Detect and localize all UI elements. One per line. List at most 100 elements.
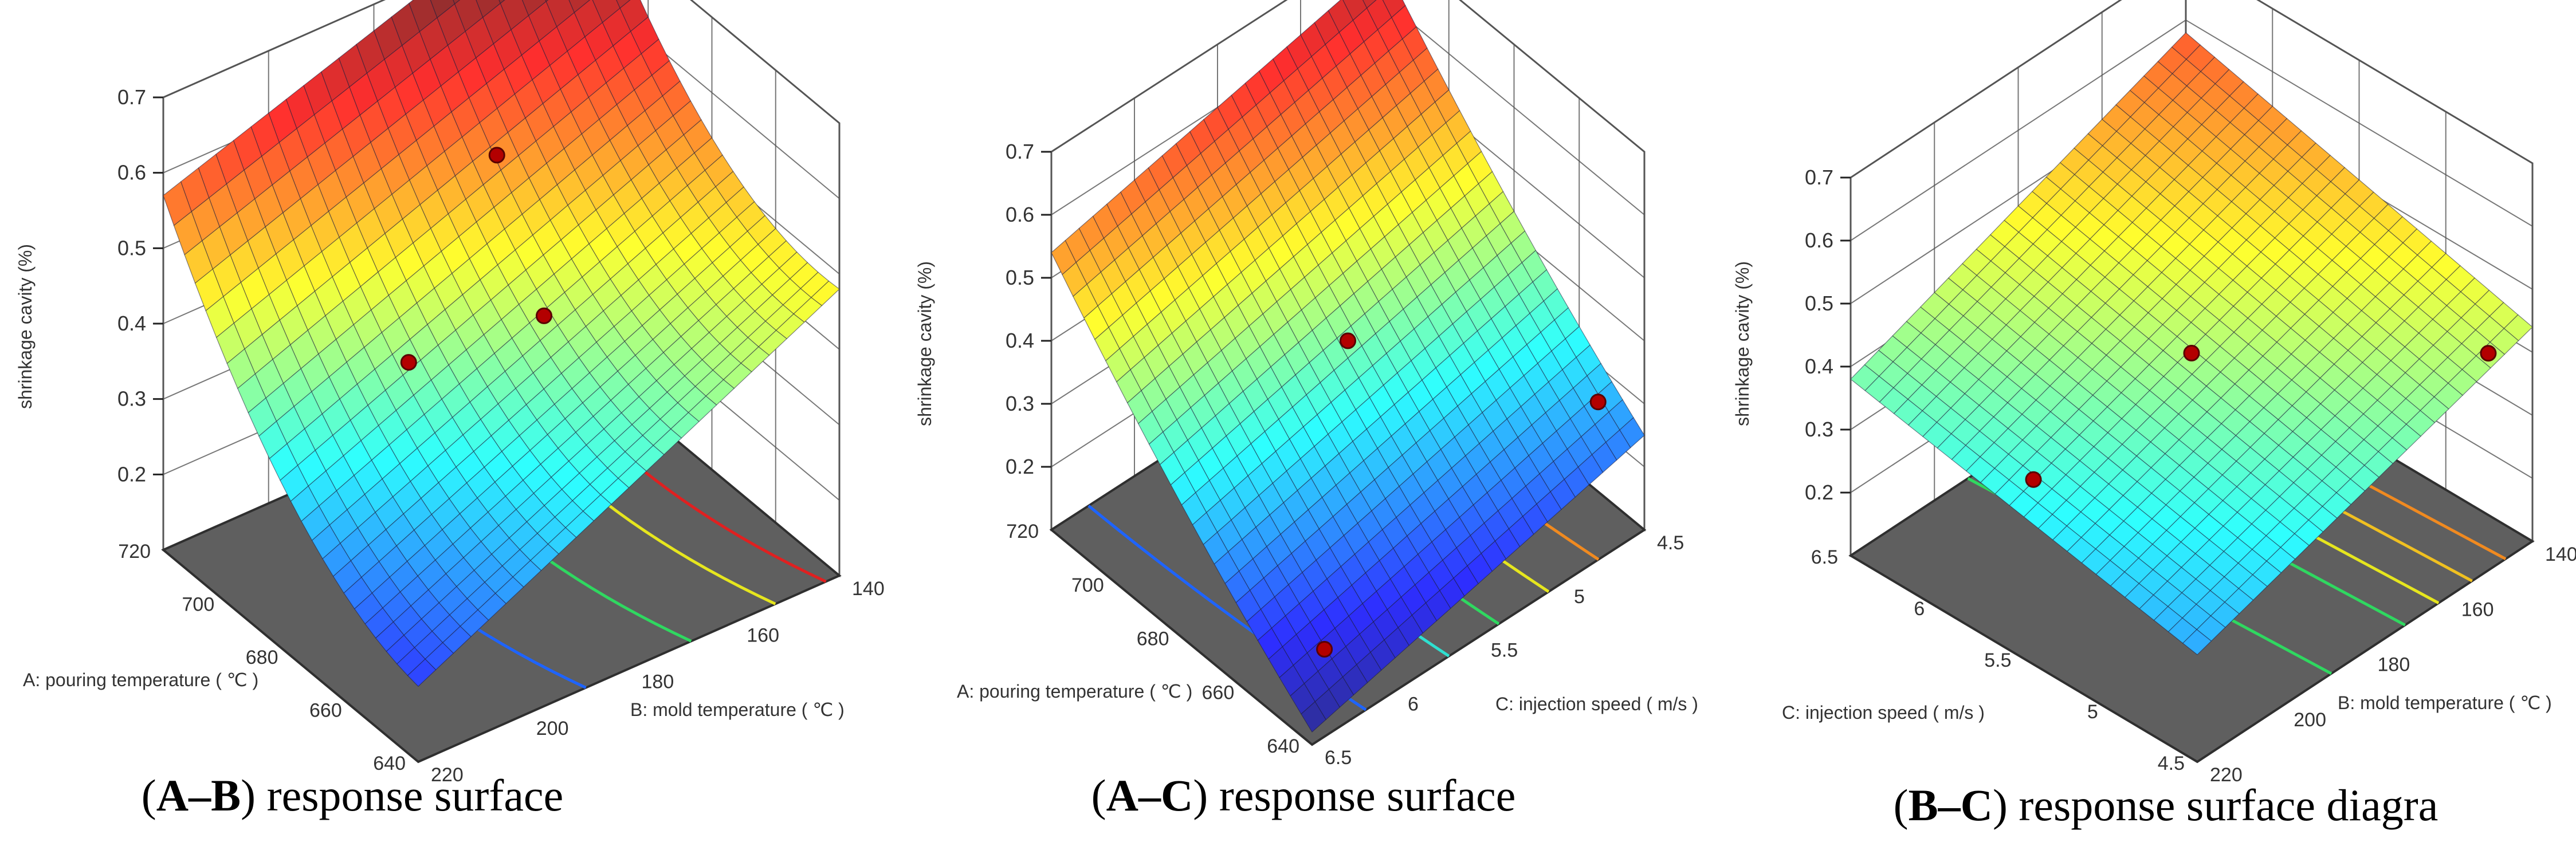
- left-axis-tick-label: 5: [2087, 701, 2098, 723]
- z-tick-label: 0.6: [1006, 203, 1034, 226]
- z-axis: 0.2 0.3 0.4 0.5 0.6 0.7 shrinkage cavity (%): [15, 85, 163, 486]
- z-tick-label: 0.2: [1805, 481, 1833, 504]
- design-point: [488, 147, 505, 164]
- caption-text: response surface: [1208, 770, 1515, 820]
- right-axis-tick-label: 6.5: [1325, 747, 1352, 769]
- right-axis-tick-label: 160: [2461, 599, 2494, 620]
- design-point: [536, 307, 552, 324]
- z-tick-label: 0.5: [117, 236, 146, 259]
- surface-cell: [2182, 629, 2212, 655]
- surface-cell: [407, 658, 437, 687]
- right-axis: 6.5 6 5.5 5 4.5 C: injection speed ( m/s ): [1325, 532, 1698, 769]
- left-axis-tick-label: 6.5: [1811, 546, 1838, 568]
- response-surface: [1051, 0, 1645, 733]
- caption-a-b: (A–B) response surface: [142, 770, 563, 820]
- right-axis-tick-label: 200: [2294, 709, 2326, 731]
- caption-text: response surface diagra: [2008, 780, 2438, 830]
- left-axis-tick-label: 720: [1006, 521, 1039, 542]
- right-axis-label: C: injection speed ( m/s ): [1495, 694, 1698, 714]
- left-axis-tick-label: 660: [1202, 682, 1235, 703]
- right-axis-tick-label: 160: [747, 624, 779, 646]
- response-surface: [163, 0, 840, 687]
- z-tick-label: 0.7: [1006, 140, 1034, 163]
- z-axis-label: shrinkage cavity (%): [914, 261, 935, 426]
- left-axis-tick-label: 720: [118, 541, 151, 562]
- z-tick-label: 0.4: [117, 312, 146, 335]
- z-tick-label: 0.6: [117, 161, 146, 184]
- z-axis-label: shrinkage cavity (%): [15, 244, 36, 409]
- response-surface: [1850, 32, 2533, 655]
- design-point: [1589, 393, 1607, 411]
- wall-gridline: [163, 0, 840, 124]
- z-tick-label: 0.4: [1006, 329, 1034, 352]
- z-tick-label: 0.2: [1006, 455, 1034, 478]
- wall-gridline: [1850, 19, 2533, 241]
- right-axis-label: B: mold temperature ( ℃ ): [630, 699, 845, 720]
- left-axis: 720 700 680 660 640 A: pouring temperature ( …: [957, 521, 1299, 757]
- z-tick-label: 0.4: [1805, 355, 1833, 378]
- caption-key: A–C: [1106, 770, 1193, 820]
- surface-cell: [616, 0, 631, 9]
- right-axis-tick-label: 5.5: [1491, 640, 1518, 662]
- z-tick-label: 0.3: [1006, 392, 1034, 415]
- left-axis-tick-label: 5.5: [1984, 650, 2011, 671]
- right-axis-tick-label: 180: [2378, 654, 2410, 676]
- z-tick-label: 0.2: [117, 462, 146, 486]
- z-axis: 0.2 0.3 0.4 0.5 0.6 0.7 shrinkage cavity (%): [1732, 166, 1851, 504]
- z-tick-label: 0.5: [1805, 292, 1833, 315]
- left-axis-label: A: pouring temperature ( ℃ ): [957, 681, 1192, 702]
- z-tick-label: 0.6: [1805, 229, 1833, 252]
- right-axis-tick-label: 5: [1574, 586, 1585, 608]
- left-axis-tick-label: 6: [1914, 598, 1925, 620]
- left-axis-tick-label: 680: [246, 647, 278, 668]
- wall-gridline: [1051, 0, 1645, 152]
- caption-text: response surface: [256, 770, 563, 820]
- left-axis-tick-label: 700: [182, 594, 215, 616]
- right-axis-tick-label: 140: [852, 578, 885, 600]
- left-axis-tick-label: 660: [309, 700, 342, 722]
- z-axis: 0.2 0.3 0.4 0.5 0.6 0.7 shrinkage cavity (%): [914, 140, 1051, 478]
- right-axis-tick-label: 220: [2210, 764, 2243, 786]
- panel-b-c: 0.2 0.3 0.4 0.5 0.6 0.7 shrinkage cavity (%) 6.…: [1732, 0, 2576, 786]
- left-axis-label: C: injection speed ( m/s ): [1782, 702, 1985, 723]
- design-point: [2183, 345, 2200, 361]
- left-axis-tick-label: 680: [1137, 628, 1169, 650]
- z-tick-label: 0.3: [117, 387, 146, 411]
- z-tick-label: 0.7: [117, 85, 146, 109]
- caption-key: B–C: [1909, 780, 1993, 830]
- surface-cell: [1301, 701, 1326, 733]
- wall-gridline: [1850, 0, 2533, 178]
- left-axis: 720 700 680 660 640 A: pouring temperature ( …: [23, 541, 406, 774]
- right-axis-tick-label: 200: [536, 718, 569, 739]
- wall-gridline: [1051, 0, 1645, 215]
- z-axis-label: shrinkage cavity (%): [1732, 261, 1753, 426]
- left-axis-tick-label: 700: [1071, 574, 1104, 596]
- design-point: [1340, 332, 1356, 349]
- right-axis-tick-label: 6: [1408, 693, 1419, 715]
- design-point: [2025, 471, 2042, 488]
- panel-a-c: 0.2 0.3 0.4 0.5 0.6 0.7 shrinkage cavity (%) 72…: [914, 0, 1698, 769]
- left-axis-tick-label: 640: [373, 753, 406, 774]
- right-axis: 220 200 180 160 140 B: mold temperature ( ℃ ): [431, 578, 885, 786]
- design-point: [1316, 641, 1333, 658]
- caption-b-c: (B–C) response surface diagra: [1894, 780, 2438, 830]
- panel-a-b: 0.2 0.3 0.4 0.5 0.6 0.7 shrinkage cavity (%) 72…: [15, 0, 885, 786]
- right-axis-tick-label: 140: [2545, 544, 2576, 565]
- right-axis: 220 200 180 160 140 B: mold temperature ( ℃ ): [2210, 544, 2576, 786]
- right-axis-label: B: mold temperature ( ℃ ): [2338, 692, 2552, 713]
- design-point: [400, 354, 417, 371]
- left-axis-tick-label: 4.5: [2158, 753, 2185, 774]
- z-tick-label: 0.7: [1805, 166, 1833, 189]
- left-axis-label: A: pouring temperature ( ℃ ): [23, 670, 258, 690]
- design-point: [2480, 345, 2497, 362]
- caption-key: A–B: [156, 770, 241, 820]
- caption-a-c: (A–C) response surface: [1091, 770, 1516, 820]
- right-axis-tick-label: 180: [642, 671, 674, 693]
- z-tick-label: 0.5: [1006, 266, 1034, 289]
- right-axis-tick-label: 4.5: [1657, 532, 1684, 554]
- left-axis: 6.5 6 5.5 5 4.5 C: injection speed ( m/s ): [1782, 546, 2185, 774]
- right-axis-tick-label: 220: [431, 764, 464, 786]
- z-tick-label: 0.3: [1805, 418, 1833, 441]
- left-axis-tick-label: 640: [1267, 735, 1299, 757]
